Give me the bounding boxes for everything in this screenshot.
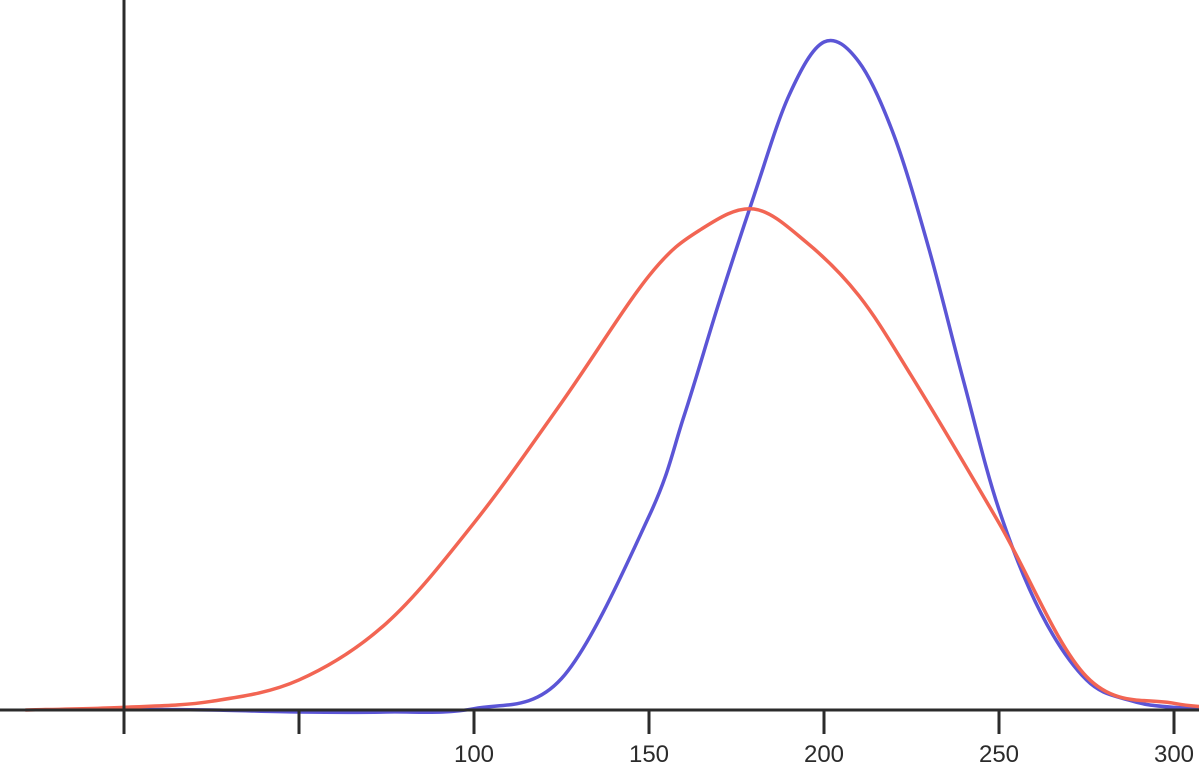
x-tick-label-300: 300: [1154, 741, 1194, 766]
x-tick-label-100: 100: [454, 741, 494, 766]
x-axis-ticks: 100150200250300350: [297, 710, 1194, 766]
x-tick-label-150: 150: [629, 741, 669, 766]
series-line-2: [24, 207, 1199, 712]
x-tick-label-250: 250: [979, 741, 1019, 766]
x-tick-label-200: 200: [804, 741, 844, 766]
series-line-1: [122, 38, 1199, 715]
series-layer: [24, 38, 1199, 715]
